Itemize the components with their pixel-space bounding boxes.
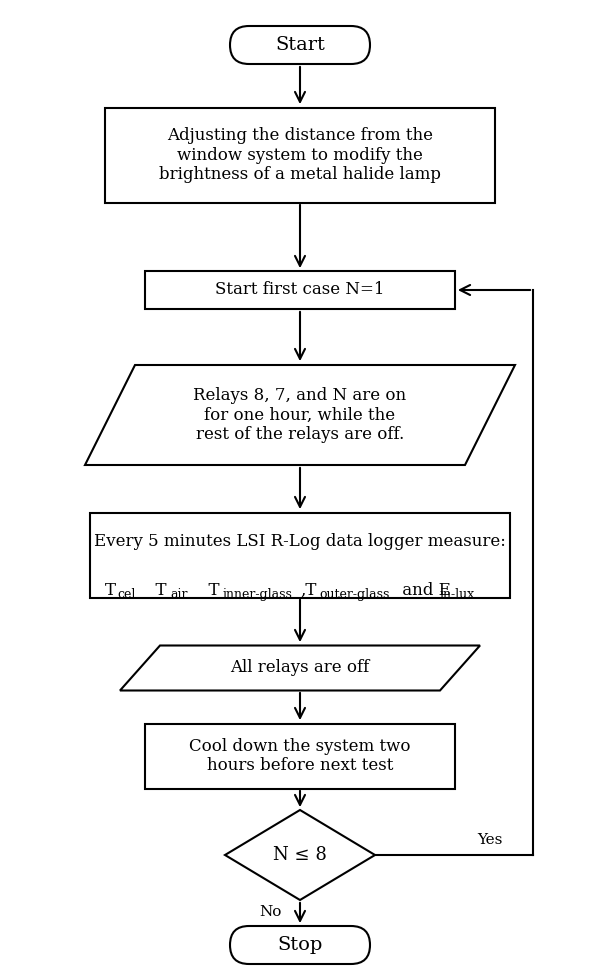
Polygon shape xyxy=(225,810,375,900)
FancyBboxPatch shape xyxy=(230,26,370,64)
Text: ,T: ,T xyxy=(300,582,316,599)
Text: in-lux: in-lux xyxy=(440,588,475,601)
Text: Stop: Stop xyxy=(277,936,323,954)
Text: Cool down the system two
hours before next test: Cool down the system two hours before ne… xyxy=(189,738,411,775)
Text: air: air xyxy=(170,588,187,601)
Text: No: No xyxy=(259,905,281,919)
Polygon shape xyxy=(85,365,515,465)
Text: Relays 8, 7, and N are on
for one hour, while the
rest of the relays are off.: Relays 8, 7, and N are on for one hour, … xyxy=(193,387,407,443)
Text: Adjusting the distance from the
window system to modify the
brightness of a meta: Adjusting the distance from the window s… xyxy=(159,126,441,183)
Text: cel: cel xyxy=(117,588,136,601)
Bar xyxy=(105,107,495,202)
Bar xyxy=(145,271,455,309)
Polygon shape xyxy=(120,645,480,691)
Text: Yes: Yes xyxy=(478,833,503,847)
Text: and E: and E xyxy=(397,582,451,599)
Bar xyxy=(145,724,455,788)
Text: T: T xyxy=(145,582,167,599)
Text: All relays are off: All relays are off xyxy=(230,660,370,676)
FancyBboxPatch shape xyxy=(230,926,370,964)
Text: T: T xyxy=(105,582,116,599)
Text: T: T xyxy=(198,582,220,599)
Text: Start: Start xyxy=(275,36,325,54)
Text: N ≤ 8: N ≤ 8 xyxy=(273,846,327,864)
Text: Every 5 minutes LSI R-Log data logger measure:: Every 5 minutes LSI R-Log data logger me… xyxy=(94,532,506,550)
Text: Start first case N=1: Start first case N=1 xyxy=(215,281,385,299)
Text: inner-glass: inner-glass xyxy=(223,588,293,601)
Bar xyxy=(90,513,510,597)
Text: outer-glass: outer-glass xyxy=(319,588,389,601)
